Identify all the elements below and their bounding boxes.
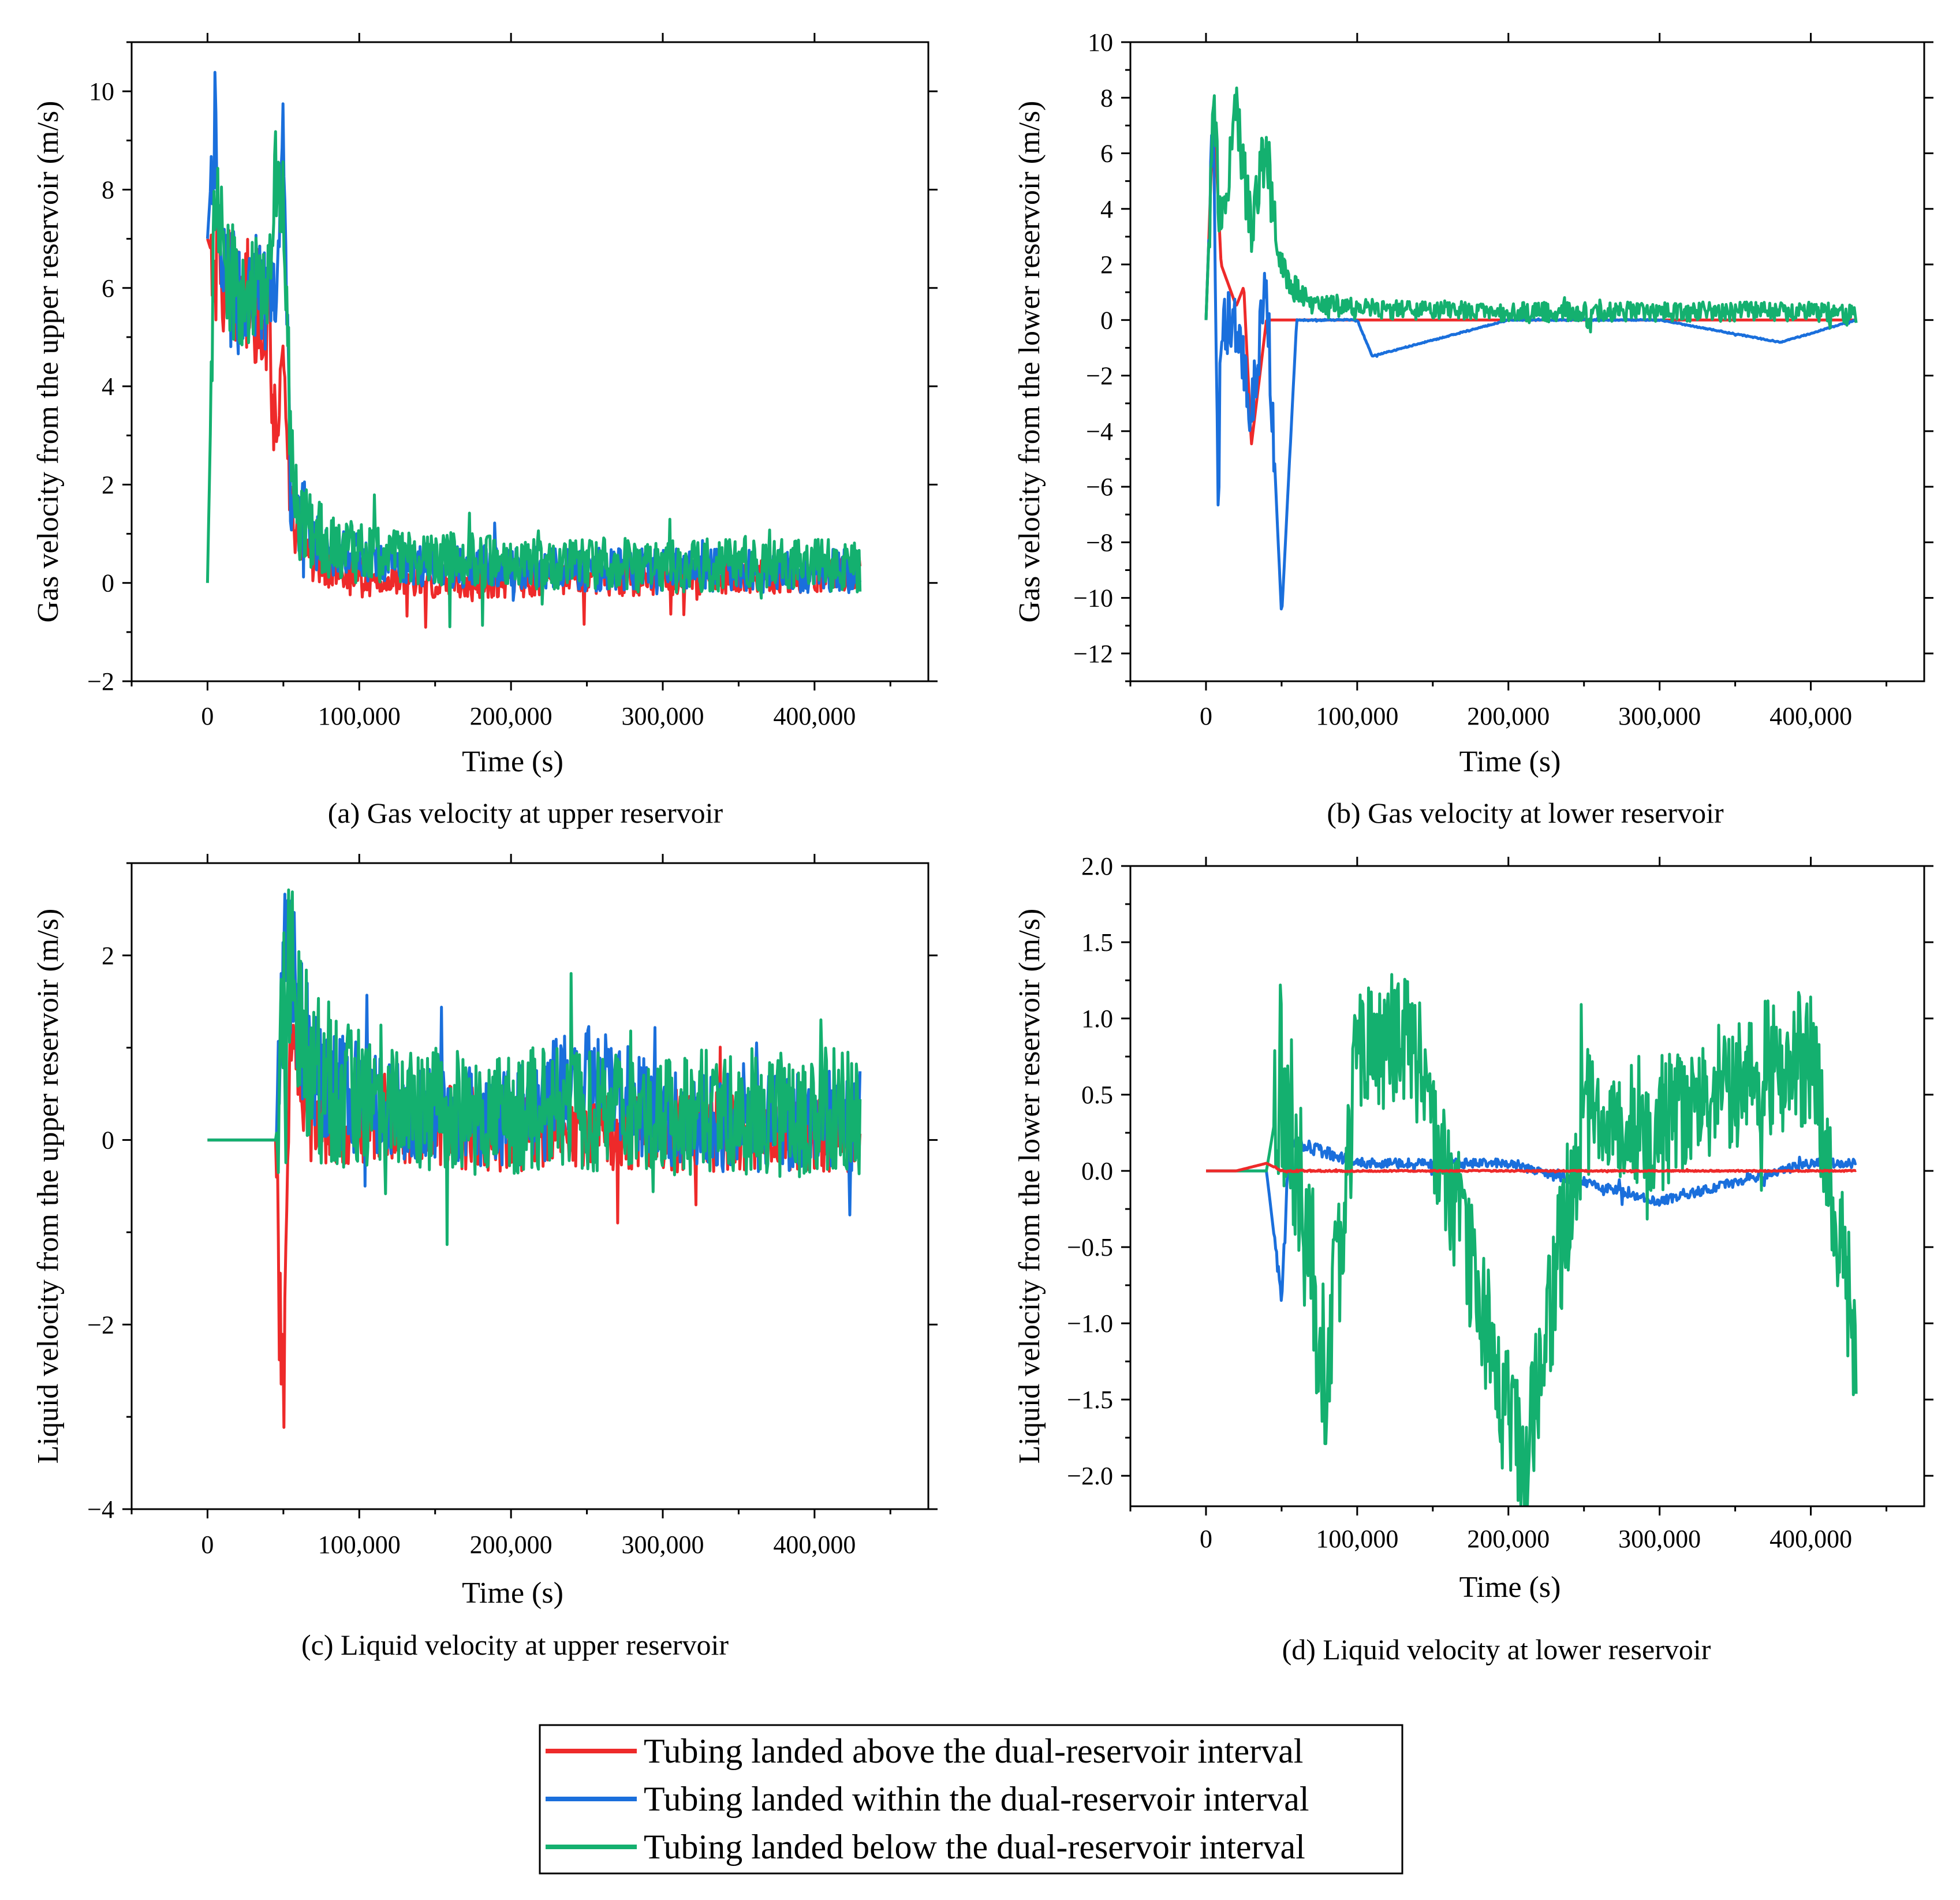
x-tick-label-c: 300,000 bbox=[622, 1531, 704, 1559]
y-tick-label-d: −0.5 bbox=[1067, 1233, 1113, 1261]
plot-area-b bbox=[1204, 86, 1858, 611]
caption-a: (a) Gas velocity at upper reservoir bbox=[328, 797, 723, 829]
y-tick-label-b: −8 bbox=[1086, 528, 1113, 557]
x-tick-label-d: 0 bbox=[1200, 1525, 1212, 1553]
legend-label-below: Tubing landed below the dual-reservoir i… bbox=[644, 1828, 1305, 1866]
x-axis-label-d: Time (s) bbox=[1459, 1571, 1561, 1604]
y-axis-label-c: Liquid velocity from the upper reservoir… bbox=[32, 909, 65, 1464]
x-tick-label-c: 100,000 bbox=[318, 1531, 401, 1559]
x-tick-label-d: 200,000 bbox=[1467, 1525, 1550, 1553]
y-tick-label-b: 6 bbox=[1100, 140, 1113, 168]
y-tick-label-d: −2.0 bbox=[1067, 1462, 1113, 1490]
x-axis-label-c: Time (s) bbox=[462, 1577, 563, 1610]
plot-area-a bbox=[206, 70, 862, 629]
y-axis-label-d: Liquid velocity from the lower reservoir… bbox=[1013, 909, 1046, 1464]
y-tick-label-b: −4 bbox=[1086, 417, 1113, 446]
series-b-below bbox=[1204, 86, 1858, 334]
y-tick-label-c: −4 bbox=[87, 1495, 114, 1524]
y-tick-label-d: 0.0 bbox=[1081, 1157, 1113, 1185]
series-d-within bbox=[1205, 1134, 1857, 1302]
y-tick-label-d: −1.0 bbox=[1067, 1309, 1113, 1338]
caption-d: (d) Liquid velocity at lower reservoir bbox=[1282, 1633, 1711, 1666]
caption-c: (c) Liquid velocity at upper reservoir bbox=[301, 1629, 729, 1661]
x-tick-label-a: 400,000 bbox=[773, 702, 856, 730]
x-tick-label-b: 0 bbox=[1200, 702, 1212, 730]
x-tick-label-b: 400,000 bbox=[1769, 702, 1852, 730]
y-tick-label-c: −2 bbox=[87, 1311, 114, 1339]
legend-box bbox=[539, 1724, 1403, 1875]
panel-b-chart: 0 100,000 200,000 300,000 400,000 −12 −10 −8 −6 −… bbox=[1013, 28, 1933, 778]
series-b-within bbox=[1204, 120, 1858, 611]
y-tick-label-b: 8 bbox=[1100, 84, 1113, 112]
y-tick-label-b: 2 bbox=[1100, 251, 1113, 279]
y-tick-label-b: −6 bbox=[1086, 473, 1113, 501]
y-tick-label-d: 2.0 bbox=[1081, 852, 1113, 880]
panel-c-chart: 0 100,000 200,000 300,000 400,000 −4 −2 0 2 Time … bbox=[32, 854, 938, 1610]
series-c-below bbox=[207, 888, 862, 1246]
y-tick-label-a: 0 bbox=[102, 569, 114, 598]
y-tick-label-a: 8 bbox=[102, 176, 114, 204]
x-tick-label-a: 0 bbox=[201, 702, 214, 730]
x-tick-label-d: 300,000 bbox=[1618, 1525, 1701, 1553]
y-tick-label-a: 4 bbox=[102, 372, 114, 401]
series-d-below bbox=[1205, 973, 1858, 1506]
y-tick-label-a: 6 bbox=[102, 274, 114, 303]
x-tick-label-b: 100,000 bbox=[1316, 702, 1398, 730]
series-b-above bbox=[1204, 105, 1857, 446]
y-axis-label-a: Gas velocity from the upper reservoir (m… bbox=[32, 101, 65, 623]
x-axis-label-b: Time (s) bbox=[1459, 745, 1561, 778]
series-d-above bbox=[1205, 1162, 1857, 1174]
x-tick-label-a: 100,000 bbox=[318, 702, 401, 730]
y-tick-label-a: −2 bbox=[87, 667, 114, 696]
plot-area-c bbox=[207, 888, 862, 1429]
y-axis-label-b: Gas velocity from the lower reservoir (m… bbox=[1013, 101, 1046, 623]
series-a-below bbox=[206, 130, 862, 629]
y-tick-label-a: 2 bbox=[102, 471, 114, 499]
y-tick-label-d: 0.5 bbox=[1081, 1081, 1113, 1109]
y-tick-label-b: −10 bbox=[1073, 584, 1113, 613]
x-tick-label-c: 400,000 bbox=[773, 1531, 856, 1559]
axes-frame-a bbox=[130, 41, 929, 682]
x-tick-label-a: 300,000 bbox=[622, 702, 704, 730]
axes-frame-d bbox=[1129, 865, 1925, 1507]
legend-label-above: Tubing landed above the dual-reservoir i… bbox=[644, 1732, 1303, 1770]
plot-area-d bbox=[1205, 973, 1858, 1506]
y-tick-label-d: 1.5 bbox=[1081, 928, 1113, 957]
y-tick-label-b: −2 bbox=[1086, 362, 1113, 390]
x-tick-label-c: 0 bbox=[201, 1531, 214, 1559]
y-tick-label-b: 10 bbox=[1088, 28, 1113, 57]
x-tick-label-b: 300,000 bbox=[1618, 702, 1701, 730]
y-tick-label-d: 1.0 bbox=[1081, 1005, 1113, 1033]
y-tick-label-c: 0 bbox=[102, 1126, 114, 1155]
y-tick-label-b: −12 bbox=[1073, 640, 1113, 668]
x-tick-label-b: 200,000 bbox=[1467, 702, 1550, 730]
y-tick-label-c: 2 bbox=[102, 942, 114, 970]
x-tick-label-d: 400,000 bbox=[1769, 1525, 1852, 1553]
axes-frame-b bbox=[1129, 41, 1925, 682]
x-tick-label-a: 200,000 bbox=[470, 702, 552, 730]
axes-frame-c bbox=[130, 862, 929, 1510]
x-axis-label-a: Time (s) bbox=[462, 745, 563, 778]
caption-b: (b) Gas velocity at lower reservoir bbox=[1327, 797, 1724, 829]
y-tick-label-a: 10 bbox=[89, 77, 114, 106]
y-tick-label-b: 4 bbox=[1100, 195, 1113, 223]
legend: Tubing landed above the dual-reservoir i… bbox=[539, 1724, 1403, 1875]
panel-a-chart: 0 100,000 200,000 300,000 400,000 −2 0 2 4 6 8 10 Ti… bbox=[32, 33, 938, 778]
y-tick-label-b: 0 bbox=[1100, 306, 1113, 334]
y-tick-label-d: −1.5 bbox=[1067, 1386, 1113, 1414]
panel-d-chart: 0 100,000 200,000 300,000 400,000 −2.0 −1.5 −1.… bbox=[1013, 852, 1933, 1604]
x-tick-label-c: 200,000 bbox=[470, 1531, 552, 1559]
legend-label-within: Tubing landed within the dual-reservoir … bbox=[644, 1780, 1309, 1818]
x-tick-label-d: 100,000 bbox=[1316, 1525, 1398, 1553]
